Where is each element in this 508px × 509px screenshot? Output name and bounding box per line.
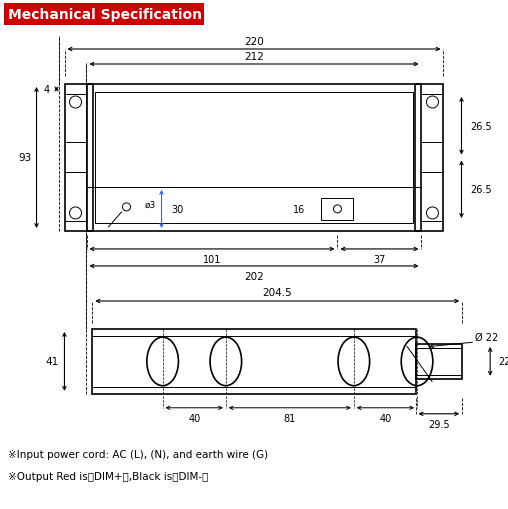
Text: Mechanical Specification: Mechanical Specification [8, 8, 202, 22]
Bar [65, 85, 92, 232]
Text: ※Output Red is（DIM+）,Black is（DIM-）: ※Output Red is（DIM+）,Black is（DIM-） [8, 471, 208, 481]
Text: ø3: ø3 [144, 200, 156, 209]
Text: 212: 212 [244, 52, 264, 62]
Text: 93: 93 [18, 153, 31, 163]
Text: ※Input power cord: AC (L), (N), and earth wire (G): ※Input power cord: AC (L), (N), and eart… [8, 449, 268, 459]
Text: 41: 41 [46, 357, 59, 366]
Text: 202: 202 [244, 271, 264, 281]
Text: 29.5: 29.5 [428, 419, 450, 429]
Bar [322, 199, 354, 220]
Text: Ø 22: Ø 22 [475, 332, 498, 343]
Text: 16: 16 [293, 205, 306, 214]
Text: 26.5: 26.5 [471, 185, 492, 195]
Bar [92, 329, 416, 394]
Text: 4: 4 [44, 85, 50, 95]
Text: 220: 220 [244, 37, 264, 47]
Text: 101: 101 [203, 254, 221, 264]
Text: 204.5: 204.5 [263, 288, 292, 297]
Text: 40: 40 [379, 413, 392, 423]
Text: 26.5: 26.5 [471, 122, 492, 131]
Text: 81: 81 [283, 413, 296, 423]
Bar [416, 344, 462, 379]
Text: 37: 37 [373, 254, 386, 264]
Bar [86, 85, 422, 232]
Text: 40: 40 [188, 413, 200, 423]
Text: 30: 30 [171, 205, 184, 214]
Bar [416, 85, 443, 232]
Bar [4, 4, 204, 26]
Bar [94, 93, 414, 223]
Text: 22: 22 [498, 357, 508, 366]
